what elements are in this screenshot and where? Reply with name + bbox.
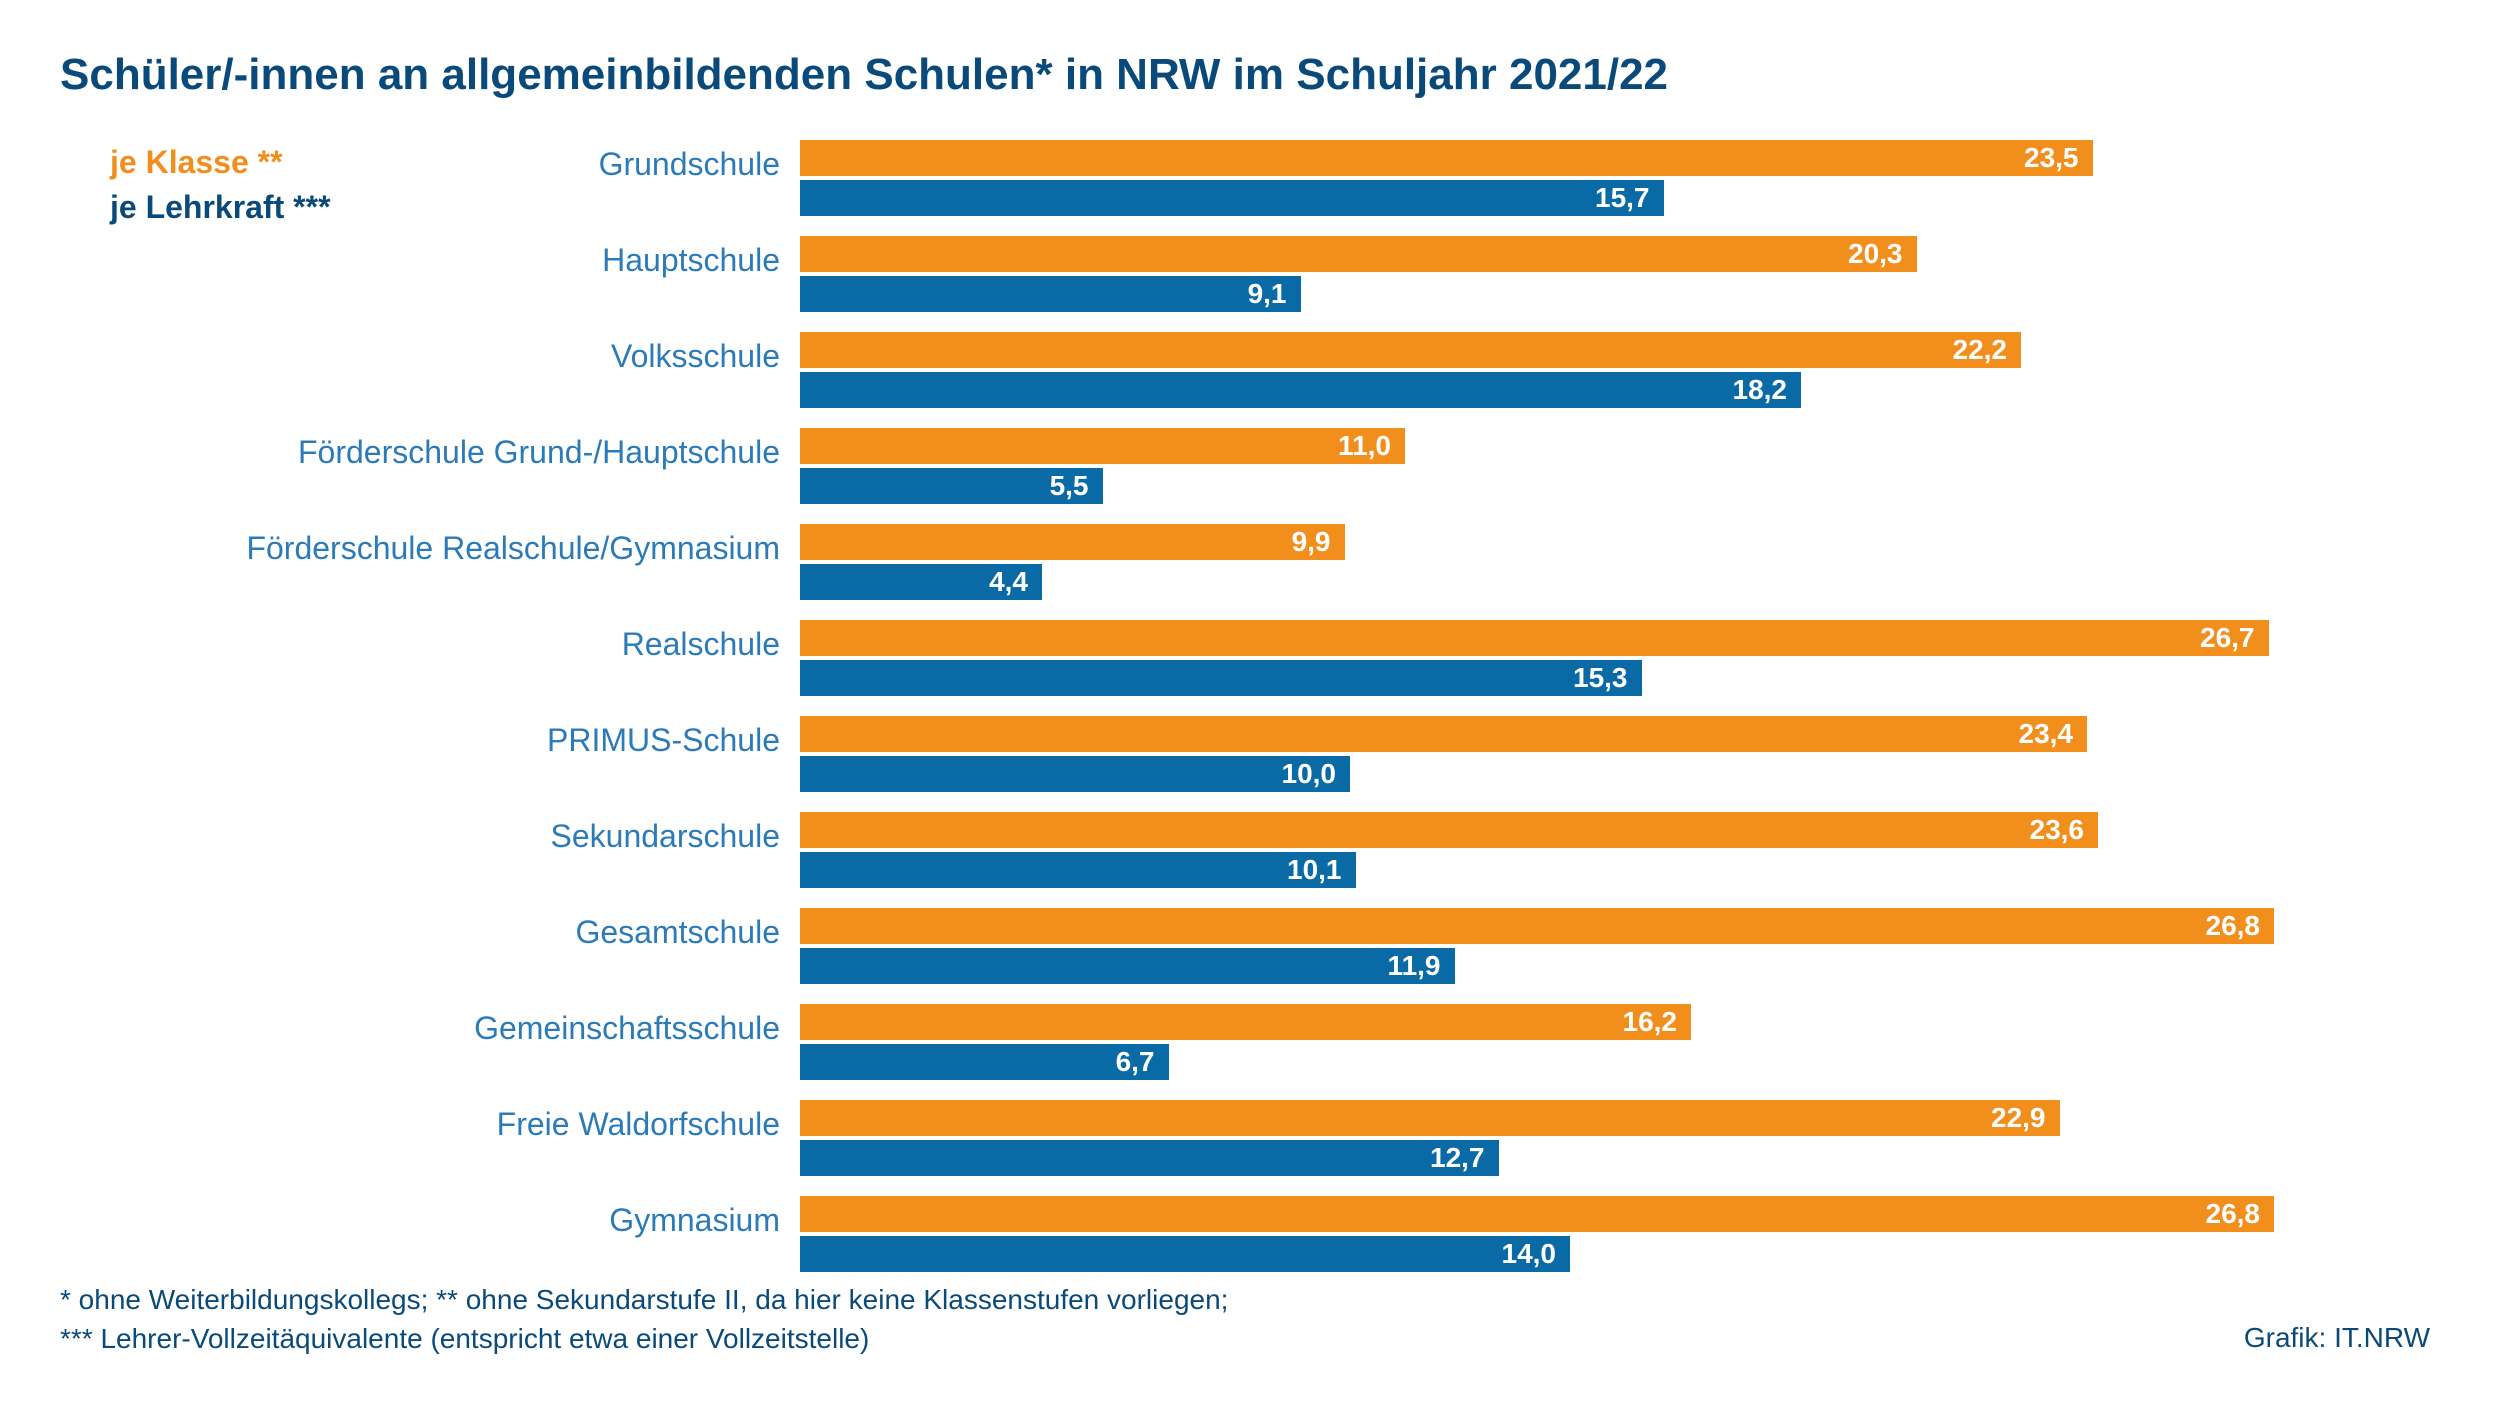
bar-series-1: 22,2 [800,332,2021,368]
chart-row: Förderschule Grund-/Hauptschule 11,0 5,5 [60,428,2440,506]
bar-group: 23,5 15,7 [800,140,2340,220]
bar-group: 26,8 11,9 [800,908,2340,988]
chart-row: PRIMUS-Schule 23,4 10,0 [60,716,2440,794]
bar-value: 16,2 [1623,1006,1678,1038]
bar-group: 23,6 10,1 [800,812,2340,892]
bar-series-1: 20,3 [800,236,1917,272]
bar-value: 26,8 [2206,910,2261,942]
bar-value: 20,3 [1848,238,1903,270]
bar-value: 18,2 [1733,374,1788,406]
bar-series-2: 12,7 [800,1140,1499,1176]
chart-row: Gesamtschule 26,8 11,9 [60,908,2440,986]
bar-series-2: 15,3 [800,660,1642,696]
legend-series-1-label: je Klasse [110,144,249,180]
category-label: PRIMUS-Schule [60,716,800,759]
legend-series-1-marker: ** [249,144,283,180]
bar-series-2: 6,7 [800,1044,1169,1080]
legend: je Klasse ** je Lehrkraft *** [110,140,331,230]
legend-series-2: je Lehrkraft *** [110,185,331,230]
bar-series-1: 22,9 [800,1100,2060,1136]
bar-series-2: 10,1 [800,852,1356,888]
bar-value: 6,7 [1116,1046,1155,1078]
category-label: Realschule [60,620,800,663]
category-label: Förderschule Grund-/Hauptschule [60,428,800,471]
bar-value: 15,3 [1573,662,1628,694]
bar-series-2: 9,1 [800,276,1301,312]
bar-group: 11,0 5,5 [800,428,2340,508]
category-label: Gemeinschaftsschule [60,1004,800,1047]
bar-series-1: 26,8 [800,908,2274,944]
bar-value: 5,5 [1050,470,1089,502]
bar-group: 22,2 18,2 [800,332,2340,412]
category-label: Volksschule [60,332,800,375]
bar-value: 22,2 [1953,334,2008,366]
bar-series-2: 14,0 [800,1236,1570,1272]
bar-value: 14,0 [1502,1238,1557,1270]
bar-group: 22,9 12,7 [800,1100,2340,1180]
bar-value: 11,0 [1338,430,1391,462]
bar-group: 23,4 10,0 [800,716,2340,796]
bar-series-1: 16,2 [800,1004,1691,1040]
chart-row: Hauptschule 20,3 9,1 [60,236,2440,314]
footnote-line-1: * ohne Weiterbildungskollegs; ** ohne Se… [60,1280,1228,1319]
bar-series-2: 18,2 [800,372,1801,408]
bar-series-1: 23,5 [800,140,2093,176]
bar-value: 11,9 [1388,950,1441,982]
chart-area: je Klasse ** je Lehrkraft *** Grundschul… [60,140,2440,1292]
credit: Grafik: IT.NRW [2244,1322,2430,1354]
category-label: Gesamtschule [60,908,800,951]
bar-value: 4,4 [989,566,1028,598]
bar-series-1: 26,7 [800,620,2269,656]
legend-series-1: je Klasse ** [110,140,331,185]
bar-value: 9,1 [1248,278,1287,310]
chart-rows: Grundschule23,515,7Hauptschule20,39,1Vol… [60,140,2440,1292]
bar-value: 10,1 [1287,854,1342,886]
chart-row: Realschule 26,7 15,3 [60,620,2440,698]
bar-value: 26,7 [2200,622,2255,654]
footnote-line-2: *** Lehrer-Vollzeitäquivalente (entspric… [60,1319,1228,1358]
bar-value: 26,8 [2206,1198,2261,1230]
bar-value: 9,9 [1292,526,1331,558]
bar-group: 26,7 15,3 [800,620,2340,700]
category-label: Förderschule Realschule/Gymnasium [60,524,800,567]
bar-series-2: 5,5 [800,468,1103,504]
category-label: Gymnasium [60,1196,800,1239]
bar-value: 15,7 [1595,182,1650,214]
legend-series-2-marker: *** [284,189,330,225]
bar-series-1: 26,8 [800,1196,2274,1232]
chart-row: Grundschule23,515,7 [60,140,2440,218]
bar-value: 10,0 [1282,758,1337,790]
bar-series-2: 4,4 [800,564,1042,600]
footnotes: * ohne Weiterbildungskollegs; ** ohne Se… [60,1280,1228,1358]
chart-row: Volksschule 22,2 18,2 [60,332,2440,410]
bar-series-1: 9,9 [800,524,1345,560]
bar-value: 23,6 [2030,814,2085,846]
bar-group: 20,3 9,1 [800,236,2340,316]
bar-group: 9,9 4,4 [800,524,2340,604]
chart-title: Schüler/-innen an allgemeinbildenden Sch… [60,50,2440,100]
legend-series-2-label: je Lehrkraft [110,189,284,225]
chart-row: Sekundarschule 23,6 10,1 [60,812,2440,890]
bar-group: 26,8 14,0 [800,1196,2340,1276]
category-label: Freie Waldorfschule [60,1100,800,1143]
bar-value: 23,5 [2024,142,2079,174]
category-label: Sekundarschule [60,812,800,855]
bar-series-1: 23,6 [800,812,2098,848]
bar-series-1: 11,0 [800,428,1405,464]
bar-series-2: 11,9 [800,948,1455,984]
category-label: Hauptschule [60,236,800,279]
bar-value: 12,7 [1430,1142,1485,1174]
chart-row: Freie Waldorfschule 22,9 12,7 [60,1100,2440,1178]
bar-value: 22,9 [1991,1102,2046,1134]
chart-row: Gymnasium 26,8 14,0 [60,1196,2440,1274]
bar-series-1: 23,4 [800,716,2087,752]
bar-group: 16,2 6,7 [800,1004,2340,1084]
bar-value: 23,4 [2019,718,2074,750]
bar-series-2: 15,7 [800,180,1664,216]
chart-row: Gemeinschaftsschule 16,2 6,7 [60,1004,2440,1082]
chart-row: Förderschule Realschule/Gymnasium 9,9 4,4 [60,524,2440,602]
bar-series-2: 10,0 [800,756,1350,792]
